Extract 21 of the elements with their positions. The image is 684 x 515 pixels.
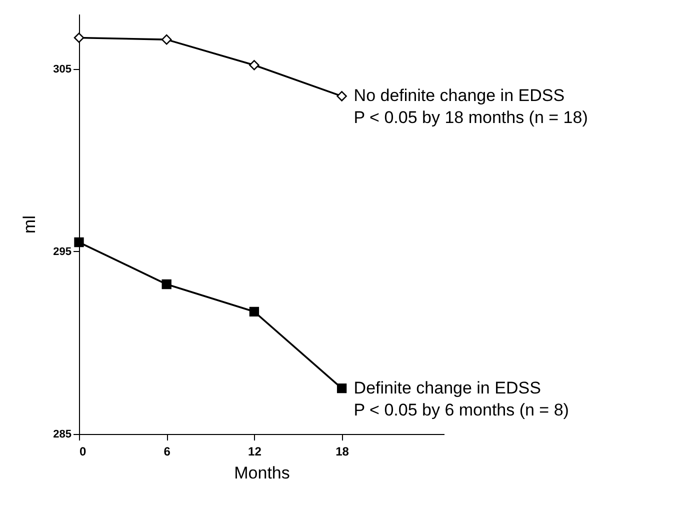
point [161, 34, 172, 45]
annotation: P < 0.05 by 6 months (n = 8) [354, 400, 569, 420]
y-tick-label: 285 [53, 428, 72, 440]
point [249, 306, 260, 316]
point [249, 60, 260, 70]
y-axis-title: ml [20, 216, 40, 234]
y-tick-label: 295 [53, 246, 72, 258]
point [336, 384, 347, 394]
x-axis-title: Months [234, 464, 290, 482]
point [336, 91, 347, 102]
point [74, 237, 84, 248]
x-tick-label: 6 [164, 444, 171, 458]
point [162, 279, 172, 290]
series-label: Definite change in EDSS [354, 378, 541, 398]
x-tick-label: 18 [336, 444, 350, 458]
y-tick-label: 305 [53, 63, 72, 76]
point [74, 32, 84, 43]
annotation: P < 0.05 by 18 months (n = 18) [354, 108, 588, 128]
x-tick-label: 12 [248, 444, 262, 458]
x-tick-label: 0 [80, 444, 86, 458]
series-label: No definite change in EDSS [354, 86, 565, 106]
